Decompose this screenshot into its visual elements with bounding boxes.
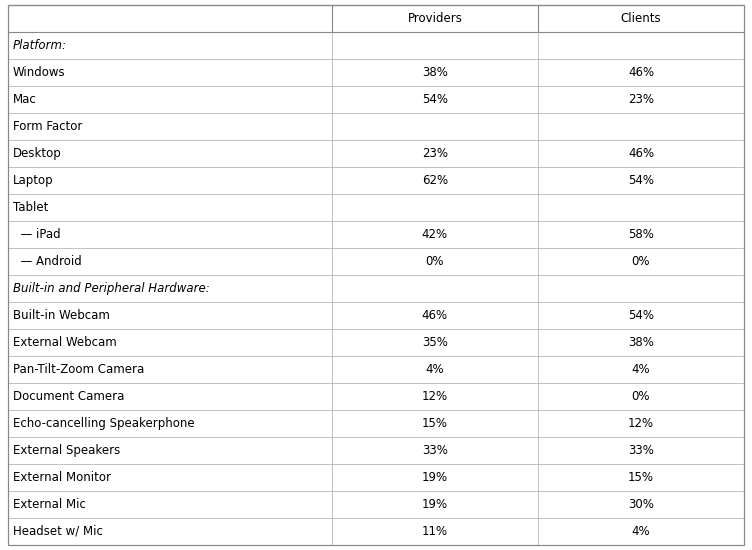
Text: 12%: 12% [628,417,654,430]
Text: 38%: 38% [628,336,654,349]
Text: Pan-Tilt-Zoom Camera: Pan-Tilt-Zoom Camera [13,363,144,376]
Text: Headset w/ Mic: Headset w/ Mic [13,525,103,538]
Text: 19%: 19% [422,498,448,511]
Text: 54%: 54% [628,174,654,187]
Text: 4%: 4% [632,525,650,538]
Text: Built-in Webcam: Built-in Webcam [13,309,110,322]
Text: 54%: 54% [628,309,654,322]
Text: 46%: 46% [422,309,448,322]
Text: Form Factor: Form Factor [13,120,83,133]
Text: 46%: 46% [628,66,654,79]
Text: 54%: 54% [422,93,448,106]
Text: 58%: 58% [628,228,654,241]
Text: Echo-cancelling Speakerphone: Echo-cancelling Speakerphone [13,417,195,430]
Text: Document Camera: Document Camera [13,390,124,403]
Text: 4%: 4% [426,363,444,376]
Text: Tablet: Tablet [13,201,48,214]
Text: 42%: 42% [422,228,448,241]
Text: 0%: 0% [426,255,444,268]
Text: External Monitor: External Monitor [13,471,111,484]
Text: 4%: 4% [632,363,650,376]
Text: 0%: 0% [632,255,650,268]
Text: 46%: 46% [628,147,654,160]
Text: 11%: 11% [422,525,448,538]
Text: 19%: 19% [422,471,448,484]
Text: — Android: — Android [13,255,82,268]
Text: 15%: 15% [422,417,448,430]
Text: Providers: Providers [408,12,462,25]
Text: Desktop: Desktop [13,147,62,160]
Text: 0%: 0% [632,390,650,403]
Text: 15%: 15% [628,471,654,484]
Text: Built-in and Peripheral Hardware:: Built-in and Peripheral Hardware: [13,282,210,295]
Text: Laptop: Laptop [13,174,53,187]
Text: External Mic: External Mic [13,498,86,511]
Text: 35%: 35% [422,336,448,349]
Text: Mac: Mac [13,93,37,106]
Text: 62%: 62% [422,174,448,187]
Text: 23%: 23% [628,93,654,106]
Text: External Speakers: External Speakers [13,444,120,457]
Text: 38%: 38% [422,66,448,79]
Text: 33%: 33% [628,444,654,457]
Text: 12%: 12% [422,390,448,403]
Text: 33%: 33% [422,444,448,457]
Text: Clients: Clients [620,12,661,25]
Text: 30%: 30% [628,498,654,511]
Text: Windows: Windows [13,66,65,79]
Text: — iPad: — iPad [13,228,61,241]
Text: 23%: 23% [422,147,448,160]
Text: External Webcam: External Webcam [13,336,117,349]
Text: Platform:: Platform: [13,39,67,52]
